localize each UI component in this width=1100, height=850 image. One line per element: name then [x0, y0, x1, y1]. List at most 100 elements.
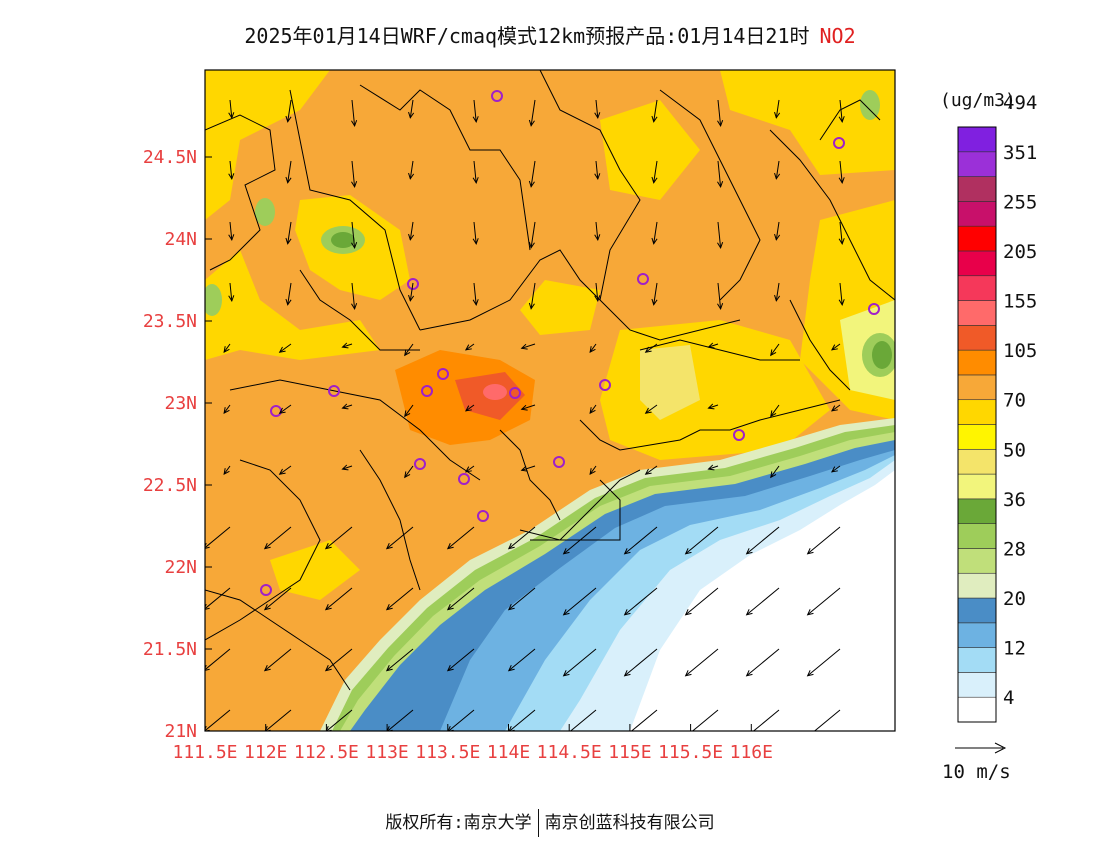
green-spot-2	[255, 198, 275, 226]
wind-arrow	[708, 343, 719, 348]
wind-arrow	[351, 160, 356, 187]
wind-arrow	[264, 709, 292, 731]
wind-arrow	[325, 587, 353, 611]
wind-arrow	[409, 160, 414, 179]
yellow-area-2	[520, 280, 600, 335]
x-tick-label: 112E	[244, 742, 287, 763]
wind-arrow	[521, 343, 536, 349]
city-marker-14	[553, 456, 565, 468]
wind-arrow	[325, 526, 353, 550]
city-marker-1	[491, 90, 503, 102]
x-tick-label: 116E	[730, 742, 773, 763]
wind-arrow	[624, 648, 658, 677]
yellow-area-3	[600, 100, 700, 200]
city-marker-17	[260, 584, 272, 596]
city-marker-8	[421, 385, 433, 397]
wind-arrow	[325, 648, 353, 672]
x-tick-label: 114.5E	[537, 742, 602, 763]
wind-arrow	[264, 526, 292, 550]
wind-arrow	[205, 526, 231, 549]
band-clean	[630, 470, 895, 731]
colorbar-segment	[957, 473, 997, 500]
wind-arrow	[807, 648, 841, 677]
map-title: 2025年01月14日WRF/cmaq模式12km预报产品:01月14日21时 N…	[0, 20, 1100, 49]
colorbar-label: 20	[1003, 588, 1026, 610]
wind-arrow	[775, 221, 780, 240]
wind-arrow	[530, 282, 536, 309]
colorbar-label: 50	[1003, 439, 1026, 461]
wind-arrow	[386, 648, 414, 672]
colorbar-segment	[957, 424, 997, 450]
colorbar-label: 494	[1003, 92, 1037, 114]
wind-arrow	[351, 99, 356, 126]
y-tick-label: 24.5N	[143, 147, 197, 168]
colorbar-segment	[957, 572, 997, 599]
wind-arrow	[530, 99, 536, 126]
wind-arrow	[685, 526, 719, 555]
wind-arrow	[342, 343, 353, 348]
wind-arrow	[645, 343, 658, 353]
high-core-3	[483, 384, 507, 400]
footer: 版权所有:南京大学 南京创蓝科技有限公司	[0, 808, 1100, 837]
colorbar-label: 351	[1003, 142, 1037, 164]
wind-arrow	[342, 465, 353, 470]
city-marker-3	[637, 273, 649, 285]
wind-arrow	[775, 99, 780, 118]
wind-arrow	[624, 587, 658, 616]
wind-arrow	[624, 526, 658, 555]
wind-arrow	[465, 465, 475, 473]
city-marker-10	[599, 379, 611, 391]
colorbar-segment	[957, 225, 997, 252]
colorbar-segment	[957, 597, 997, 624]
wind-arrow	[473, 282, 477, 305]
title-text: 2025年01月14日WRF/cmaq模式12km预报产品:01月14日21时	[244, 24, 810, 48]
x-tick-label: 113.5E	[415, 742, 480, 763]
wind-arrow	[563, 648, 597, 677]
wind-arrow	[447, 526, 475, 550]
y-tick-label: 22.5N	[143, 475, 197, 496]
wind-arrow	[691, 709, 719, 731]
wind-arrow	[752, 709, 780, 731]
wind-arrow	[807, 587, 841, 616]
wind-arrow	[645, 465, 658, 475]
wind-arrow	[325, 709, 353, 731]
wind-arrow	[775, 160, 780, 179]
x-axis: 111.5E 112E 112.5E 113E 113.5E 114E 114.5E 115E…	[172, 724, 773, 763]
wind-arrow	[508, 709, 536, 731]
city-marker-7	[437, 368, 449, 380]
wind-arrow	[746, 526, 780, 555]
wind-arrow	[630, 709, 658, 731]
wind-arrow	[717, 282, 722, 309]
company-text: 南京创蓝科技有限公司	[544, 813, 715, 833]
colorbar-label: 28	[1003, 538, 1026, 560]
wind-arrow	[746, 587, 780, 616]
wind-arrow	[530, 221, 536, 248]
green-spot-5	[860, 90, 880, 120]
wind-arrow	[595, 99, 599, 118]
wind-arrow	[473, 160, 477, 183]
wind-arrow	[351, 221, 356, 248]
wind-arrow	[589, 343, 597, 353]
wind-arrow	[229, 221, 233, 240]
wind-arrow	[563, 526, 597, 555]
wind-arrow	[473, 221, 477, 244]
y-tick-label: 22N	[164, 557, 197, 578]
wind-arrow	[813, 709, 841, 731]
wind-arrow	[447, 648, 475, 672]
wind-arrow	[645, 404, 658, 414]
wind-arrow	[653, 282, 658, 305]
wind-arrow	[279, 343, 292, 353]
colorbar-segment	[957, 201, 997, 227]
colorbar-label: 155	[1003, 291, 1037, 313]
wind-arrow	[831, 465, 841, 473]
colorbar-segment	[957, 176, 997, 202]
x-tick-label: 115E	[608, 742, 651, 763]
wind-arrow	[708, 404, 719, 409]
colorbar-label: 70	[1003, 390, 1026, 412]
colorbar	[957, 126, 997, 723]
wind-arrow	[589, 465, 597, 475]
wind-arrow	[404, 465, 414, 478]
city-marker-13	[414, 458, 426, 470]
wind-arrow	[530, 160, 536, 187]
